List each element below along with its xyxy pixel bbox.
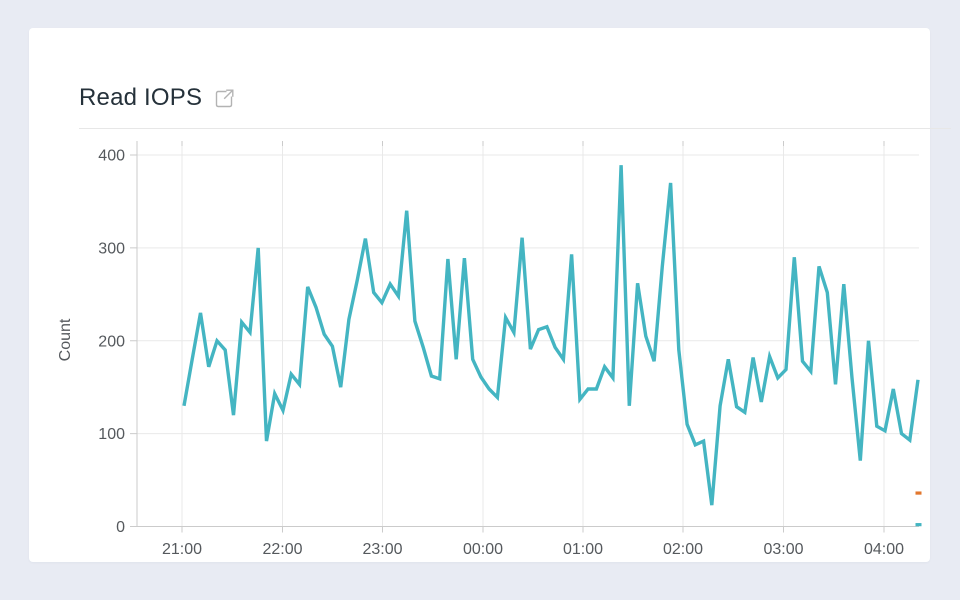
y-tick-label: 300 [98,240,125,257]
x-tick-label: 04:00 [864,541,904,558]
y-tick-label: 100 [98,426,125,443]
y-tick-label: 400 [98,148,125,165]
title-divider [79,128,951,129]
x-tick-label: 02:00 [663,541,703,558]
y-axis-label: Count [57,318,74,361]
x-tick-label: 01:00 [563,541,603,558]
y-tick-label: 200 [98,333,125,350]
x-tick-label: 03:00 [763,541,803,558]
x-tick-label: 23:00 [362,541,402,558]
edge-series-marker [915,491,922,495]
iops-line-series [182,165,920,506]
external-link-icon[interactable] [214,89,234,109]
edge-series-marker [915,523,922,527]
x-tick-label: 00:00 [463,541,503,558]
page-title: Read IOPS [79,84,203,111]
card-header: Read IOPS [79,80,234,116]
chart-card: Read IOPS [29,28,951,562]
y-tick-label: 0 [116,519,125,536]
x-tick-label: 22:00 [262,541,302,558]
x-tick-label: 21:00 [162,541,202,558]
